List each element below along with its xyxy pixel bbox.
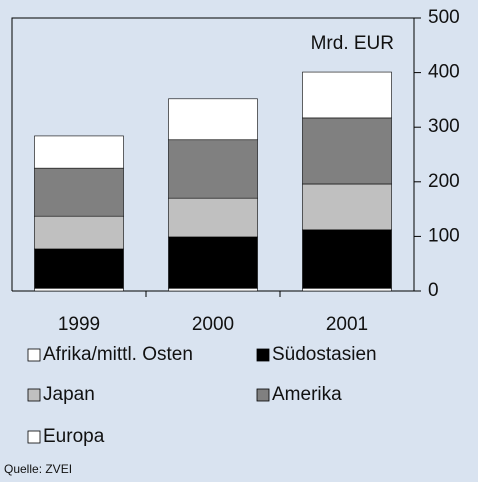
legend-swatch (256, 388, 270, 402)
y-tick-label: 500 (428, 7, 460, 28)
y-tick-label: 100 (428, 225, 460, 246)
bar-segment (34, 167, 124, 217)
legend-swatch (27, 430, 41, 444)
bar-segment (34, 135, 124, 169)
y-tick-label: 200 (428, 171, 460, 192)
legend-swatch (27, 348, 41, 362)
legend-label: Südostasien (272, 344, 377, 365)
y-tick-label: 300 (428, 116, 460, 137)
legend-label: Amerika (272, 384, 342, 405)
legend-label: Europa (43, 426, 105, 447)
y-tick-label: 400 (428, 62, 460, 83)
bar-segment (34, 287, 124, 292)
legend-swatch (256, 348, 270, 362)
bar-segment (302, 71, 392, 119)
bar-segment (302, 287, 392, 292)
bar-segment (34, 215, 124, 250)
legend-label: Japan (43, 384, 95, 405)
bar-segment (168, 139, 258, 199)
unit-label: Mrd. EUR (311, 33, 394, 54)
x-tick-label: 2001 (326, 314, 368, 335)
x-tick-label: 2000 (192, 314, 234, 335)
bar-segment (302, 229, 392, 289)
bar-segment (168, 236, 258, 289)
bar-segment (302, 117, 392, 185)
bar-segment (34, 248, 124, 289)
bar-segment (168, 98, 258, 141)
bar-segment (302, 183, 392, 231)
bar-segment (168, 197, 258, 238)
bar-segment (168, 287, 258, 292)
legend-swatch (27, 388, 41, 402)
source: Quelle: ZVEI (4, 462, 72, 476)
legend-label: Afrika/mittl. Osten (43, 344, 193, 365)
x-tick-label: 1999 (58, 314, 100, 335)
y-tick-label: 0 (428, 280, 439, 301)
plot-frame (11, 17, 414, 291)
